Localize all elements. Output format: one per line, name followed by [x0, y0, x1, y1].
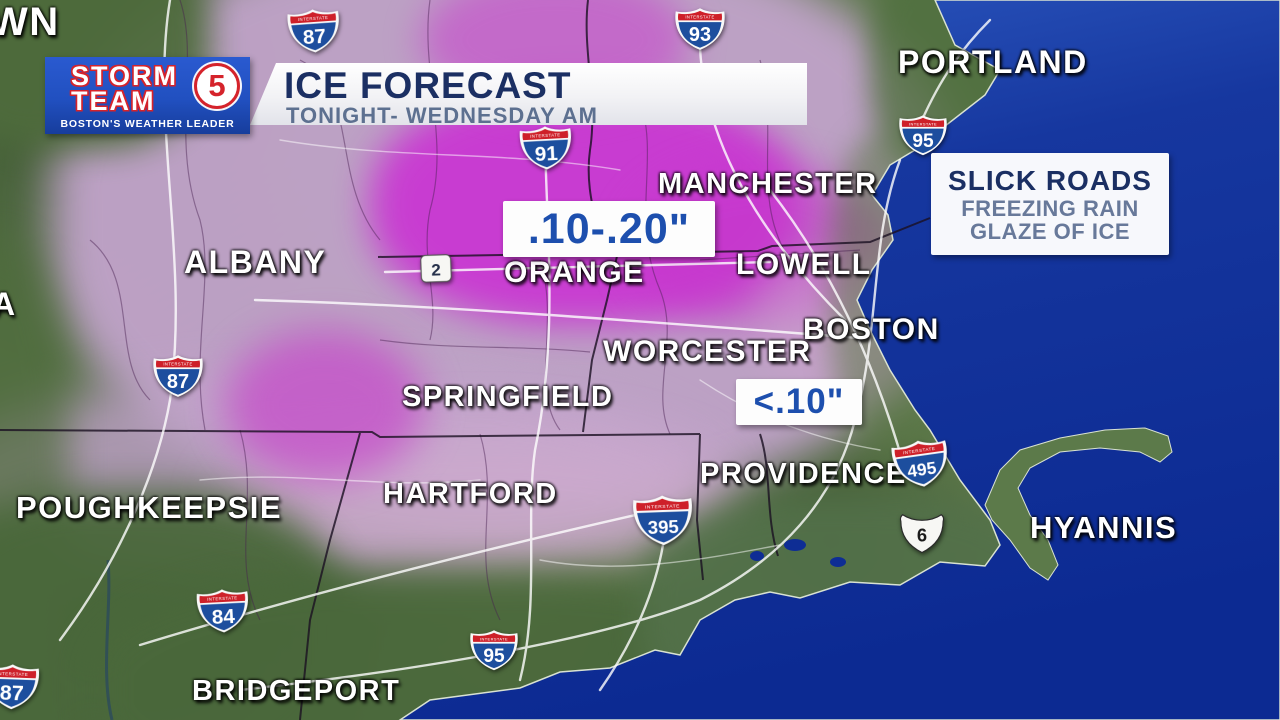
storm-team-5-logo: STORM TEAM 5 BOSTON'S WEATHER LEADER — [45, 57, 250, 134]
lake — [830, 557, 846, 567]
city-label-hyannis: HYANNIS — [1030, 510, 1178, 545]
logo-tagline: BOSTON'S WEATHER LEADER — [60, 118, 235, 130]
callout-title: SLICK ROADS — [948, 164, 1152, 196]
interstate-87-shield-icon: INTERSTATE 87 — [285, 6, 342, 56]
city-label-hartford: HARTFORD — [383, 478, 558, 510]
svg-text:95: 95 — [912, 131, 934, 152]
city-label-bridgeport: BRIDGEPORT — [192, 675, 401, 707]
ice-amount-annotation-2: <.10" — [736, 379, 862, 425]
interstate-91-shield-icon: INTERSTATE 91 — [518, 124, 574, 173]
svg-text:87: 87 — [0, 681, 24, 706]
city-label-orange: ORANGE — [504, 256, 645, 289]
page-subtitle: TONIGHT- WEDNESDAY AM — [286, 103, 598, 128]
channel-number: 5 — [208, 68, 226, 103]
cape-cod-land — [984, 427, 1173, 581]
svg-text:87: 87 — [167, 371, 189, 393]
svg-text:INTERSTATE: INTERSTATE — [163, 362, 192, 367]
logo-line-team: TEAM — [71, 85, 156, 116]
highways — [58, 0, 992, 692]
hudson-river — [105, 559, 114, 720]
interstate-87-shield-icon: INTERSTATE 87 — [0, 662, 41, 712]
interstate-495-shield-icon: INTERSTATE 495 — [889, 436, 953, 493]
ice-shading-heavy — [225, 330, 425, 480]
city-label-portland: PORTLAND — [898, 44, 1088, 80]
svg-text:INTERSTATE: INTERSTATE — [909, 121, 937, 126]
logo-wordmark: STORM TEAM — [71, 61, 179, 116]
svg-text:395: 395 — [647, 515, 679, 537]
interstate-95-shield-icon: INTERSTATE 95 — [469, 629, 519, 672]
ice-amount-annotation-1: .10-.20" — [503, 201, 715, 257]
lake — [784, 539, 806, 551]
city-label-wn: WN — [0, 0, 60, 44]
callout-line-2: GLAZE OF ICE — [970, 219, 1130, 244]
minor-roads — [199, 139, 881, 567]
city-label-boston: BOSTON — [803, 313, 940, 346]
city-label-worcester: WORCESTER — [603, 335, 812, 368]
svg-text:INTERSTATE: INTERSTATE — [480, 636, 508, 641]
interstate-84-shield-icon: INTERSTATE 84 — [195, 587, 251, 636]
channel-5-badge: 5 — [194, 63, 240, 109]
city-label-albany: ALBANY — [184, 244, 327, 280]
interstate-395-shield-icon: INTERSTATE 395 — [631, 493, 695, 548]
svg-text:93: 93 — [689, 24, 711, 46]
title-banner: ICE FORECAST TONIGHT- WEDNESDAY AM — [250, 63, 807, 125]
callout-line-1: FREEZING RAIN — [961, 195, 1139, 221]
svg-text:6: 6 — [917, 524, 927, 545]
slick-roads-callout: SLICK ROADS FREEZING RAIN GLAZE OF ICE — [931, 153, 1169, 255]
svg-text:87: 87 — [302, 25, 327, 50]
svg-text:INTERSTATE: INTERSTATE — [530, 132, 561, 139]
svg-text:INTERSTATE: INTERSTATE — [298, 15, 329, 22]
svg-text:84: 84 — [211, 605, 236, 629]
state-2-shield-icon: 2 — [420, 253, 453, 283]
us-6-shield-icon: 6 — [899, 512, 945, 554]
city-label-providence: PROVIDENCE — [700, 458, 907, 490]
svg-text:91: 91 — [534, 142, 558, 166]
interstate-87-shield-icon: INTERSTATE 87 — [152, 354, 204, 398]
lake — [750, 551, 764, 561]
svg-text:2: 2 — [431, 260, 441, 279]
city-label-springfield: SPRINGFIELD — [402, 381, 614, 413]
svg-text:INTERSTATE: INTERSTATE — [903, 446, 936, 455]
city-label-poughkeepsie: POUGHKEEPSIE — [16, 490, 283, 525]
city-label-lowell: LOWELL — [736, 248, 872, 281]
city-label-a: A — [0, 286, 17, 322]
svg-text:INTERSTATE: INTERSTATE — [0, 671, 28, 677]
svg-text:INTERSTATE: INTERSTATE — [645, 503, 680, 510]
interstate-93-shield-icon: INTERSTATE 93 — [674, 7, 726, 51]
svg-text:95: 95 — [483, 646, 505, 667]
svg-text:495: 495 — [906, 458, 938, 482]
svg-text:INTERSTATE: INTERSTATE — [685, 15, 714, 20]
svg-text:INTERSTATE: INTERSTATE — [207, 595, 238, 602]
page-title: ICE FORECAST — [284, 65, 572, 106]
city-label-manchester: MANCHESTER — [658, 168, 878, 200]
interstate-95-shield-icon: INTERSTATE 95 — [898, 114, 948, 157]
logo-line-storm: STORM — [71, 61, 179, 91]
